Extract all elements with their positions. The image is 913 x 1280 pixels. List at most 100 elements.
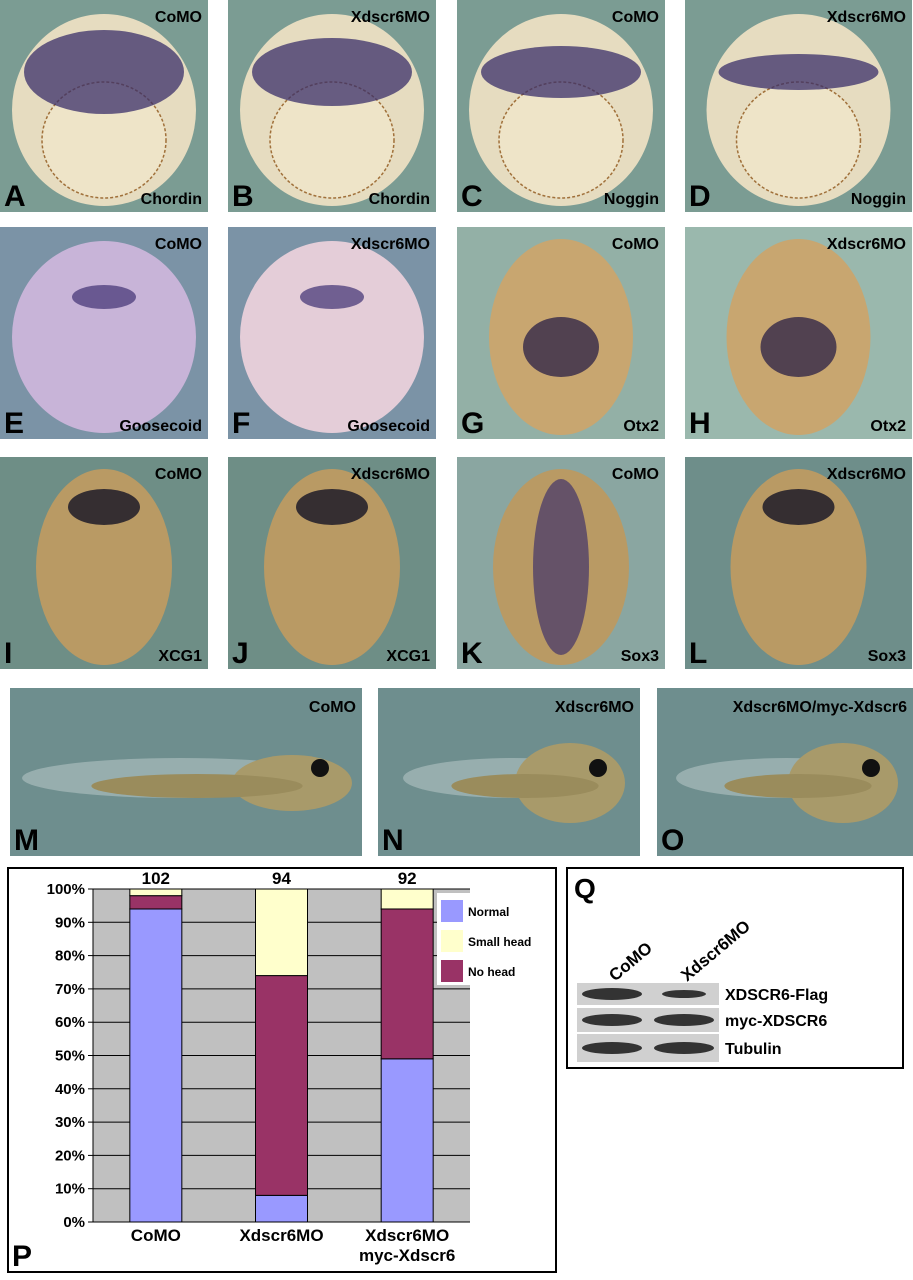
condition-label: CoMO bbox=[155, 466, 202, 483]
embryo-panel: Xdscr6MO Goosecoid F bbox=[228, 227, 436, 440]
embryo bbox=[12, 241, 196, 433]
condition-label: Xdscr6MO/myc-Xdscr6 bbox=[733, 699, 907, 716]
bar-segment bbox=[380, 888, 434, 910]
stain bbox=[762, 489, 835, 525]
panel-letter: E bbox=[4, 407, 24, 440]
marker-label: Otx2 bbox=[623, 418, 659, 435]
embryo-panel: CoMO Chordin A bbox=[0, 0, 208, 213]
band-label: Tubulin bbox=[725, 1041, 782, 1058]
condition-label: CoMO bbox=[612, 466, 659, 483]
tadpole-panel: Xdscr6MO N bbox=[378, 688, 640, 857]
panel-letter: O bbox=[661, 824, 684, 857]
band bbox=[654, 1042, 714, 1054]
stain bbox=[24, 30, 184, 114]
stain bbox=[523, 317, 599, 377]
marker-label: Noggin bbox=[604, 191, 659, 208]
bar-total: 94 bbox=[272, 869, 291, 888]
panel-letter: G bbox=[461, 407, 484, 440]
y-tick-label: 50% bbox=[55, 1048, 85, 1065]
condition-label: CoMO bbox=[612, 9, 659, 26]
embryo-panel: CoMO XCG1 I bbox=[0, 457, 208, 670]
tadpole-trunk bbox=[451, 774, 599, 798]
tadpole-panel: Xdscr6MO/myc-Xdscr6 O bbox=[657, 688, 913, 857]
panel-letter: L bbox=[689, 637, 707, 670]
tadpole-trunk bbox=[724, 774, 872, 798]
stain bbox=[481, 46, 641, 98]
panel-letter: J bbox=[232, 637, 249, 670]
stain bbox=[533, 479, 589, 655]
embryo bbox=[730, 469, 867, 665]
panel-letter: M bbox=[14, 824, 39, 857]
y-tick-label: 90% bbox=[55, 914, 85, 931]
panel-letter: K bbox=[461, 637, 483, 670]
marker-label: Noggin bbox=[851, 191, 906, 208]
band bbox=[582, 1042, 642, 1054]
bar-segment bbox=[129, 908, 183, 1223]
y-tick-label: 80% bbox=[55, 948, 85, 965]
x-tick-label: CoMO bbox=[130, 1226, 181, 1245]
embryo-panel: Xdscr6MO Otx2 H bbox=[685, 227, 912, 440]
y-tick-label: 10% bbox=[55, 1181, 85, 1198]
y-tick-label: 20% bbox=[55, 1147, 85, 1164]
condition-label: CoMO bbox=[612, 236, 659, 253]
panel-letter: N bbox=[382, 824, 404, 857]
y-tick-label: 40% bbox=[55, 1081, 85, 1098]
legend-label: Normal bbox=[468, 905, 509, 919]
eye bbox=[862, 759, 880, 777]
x-tick-label: Xdscr6MO bbox=[239, 1226, 324, 1245]
band bbox=[582, 988, 642, 1000]
yolk-plug bbox=[498, 81, 624, 199]
band-label: myc-XDSCR6 bbox=[725, 1013, 827, 1030]
condition-label: Xdscr6MO bbox=[827, 9, 906, 26]
bar-segment bbox=[129, 895, 183, 910]
band bbox=[654, 1014, 714, 1026]
panel-letter: P bbox=[12, 1240, 32, 1273]
embryo bbox=[264, 469, 400, 665]
stain bbox=[68, 489, 140, 525]
band bbox=[662, 990, 706, 998]
legend-label: Small head bbox=[468, 935, 531, 949]
bar-segment bbox=[255, 975, 308, 1196]
legend-swatch bbox=[441, 900, 463, 922]
panel-letter: A bbox=[4, 180, 26, 213]
condition-label: CoMO bbox=[155, 9, 202, 26]
eye bbox=[311, 759, 329, 777]
bar-segment bbox=[255, 1194, 308, 1223]
y-tick-label: 70% bbox=[55, 981, 85, 998]
marker-label: XCG1 bbox=[386, 648, 430, 665]
legend-swatch bbox=[441, 960, 463, 982]
embryo-panel: Xdscr6MO Chordin B bbox=[228, 0, 436, 213]
embryo bbox=[36, 469, 172, 665]
tadpole-panel: CoMO M bbox=[10, 688, 362, 857]
marker-label: Chordin bbox=[369, 191, 430, 208]
condition-label: Xdscr6MO bbox=[827, 236, 906, 253]
marker-label: Goosecoid bbox=[119, 418, 202, 435]
condition-label: CoMO bbox=[155, 236, 202, 253]
panel-letter: C bbox=[461, 180, 483, 213]
y-tick-label: 30% bbox=[55, 1114, 85, 1131]
marker-label: Chordin bbox=[141, 191, 202, 208]
band-label: XDSCR6-Flag bbox=[725, 987, 828, 1004]
panel-letter: I bbox=[4, 637, 12, 670]
marker-label: Goosecoid bbox=[347, 418, 430, 435]
bar-segment bbox=[255, 888, 308, 977]
embryo bbox=[240, 241, 424, 433]
legend-swatch bbox=[441, 930, 463, 952]
condition-label: Xdscr6MO bbox=[555, 699, 634, 716]
panel-letter: B bbox=[232, 180, 254, 213]
panel-letter: F bbox=[232, 407, 250, 440]
condition-label: CoMO bbox=[309, 699, 356, 716]
legend-label: No head bbox=[468, 965, 515, 979]
bar-total: 102 bbox=[142, 869, 170, 888]
embryo-panel: Xdscr6MO Sox3 L bbox=[685, 457, 912, 670]
y-tick-label: 100% bbox=[47, 881, 85, 898]
marker-label: XCG1 bbox=[158, 648, 202, 665]
stain bbox=[296, 489, 368, 525]
bar-total: 92 bbox=[398, 869, 417, 888]
y-tick-label: 0% bbox=[63, 1214, 85, 1231]
stain bbox=[718, 54, 879, 90]
marker-label: Sox3 bbox=[868, 648, 906, 665]
panel-letter: D bbox=[689, 180, 711, 213]
